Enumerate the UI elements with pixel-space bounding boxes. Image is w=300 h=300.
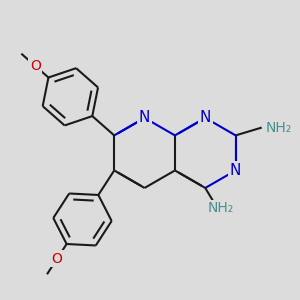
Text: NH₂: NH₂ [266, 121, 292, 135]
Text: N: N [230, 163, 241, 178]
Text: O: O [52, 252, 62, 266]
Text: N: N [200, 110, 211, 125]
Text: NH₂: NH₂ [208, 201, 234, 215]
Text: N: N [139, 110, 150, 125]
Text: O: O [30, 59, 41, 73]
